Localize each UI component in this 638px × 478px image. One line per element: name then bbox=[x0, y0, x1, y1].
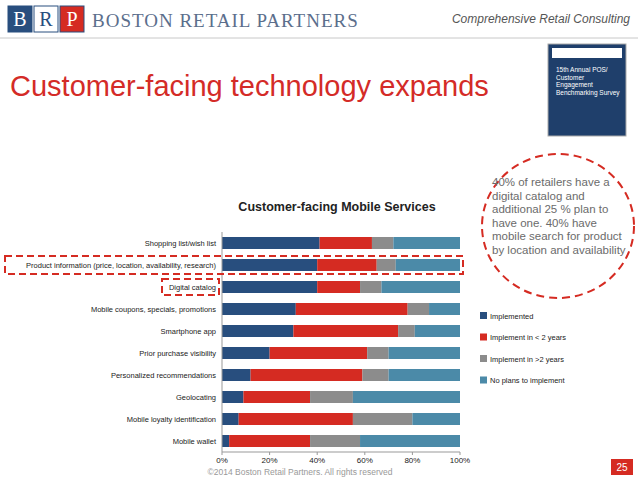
category-label: Geolocating bbox=[176, 393, 216, 402]
x-tick-label: 40% bbox=[309, 456, 325, 465]
company: BOSTON RETAIL PARTNERS bbox=[92, 10, 359, 31]
bar-segment bbox=[389, 369, 460, 381]
bar-segment bbox=[393, 237, 460, 249]
bar-segment bbox=[360, 281, 381, 293]
bar-segment bbox=[415, 325, 460, 337]
category-label: Mobile wallet bbox=[173, 437, 217, 446]
bars bbox=[222, 237, 460, 447]
bar-segment bbox=[353, 413, 413, 425]
bar-segment bbox=[270, 347, 368, 359]
x-tick-label: 20% bbox=[262, 456, 278, 465]
legend-label: Implemented bbox=[490, 312, 533, 321]
x-tick bbox=[460, 452, 461, 455]
category-label: Prior purchase visibility bbox=[139, 349, 216, 358]
bar-segment bbox=[222, 281, 317, 293]
highlight-row bbox=[5, 256, 463, 274]
x-tick bbox=[269, 452, 270, 455]
report-cover bbox=[548, 44, 626, 136]
chart-title: Customer-facing Mobile Services bbox=[238, 200, 435, 214]
bar-segment bbox=[222, 237, 320, 249]
footer: ©2014 Boston Retail Partners. All rights… bbox=[208, 467, 393, 477]
bar-segment bbox=[353, 391, 460, 403]
legend-swatch bbox=[480, 334, 487, 341]
annotation-circle bbox=[482, 154, 634, 298]
highlight-label bbox=[162, 279, 219, 295]
logo-box bbox=[60, 6, 84, 32]
bar-segment bbox=[367, 347, 388, 359]
bar-segment bbox=[222, 347, 270, 359]
bar-segment bbox=[360, 435, 460, 447]
legend-label: No plans to implement bbox=[490, 376, 566, 385]
slide-title: Customer-facing technology expands bbox=[10, 70, 489, 102]
bar-segment bbox=[296, 303, 408, 315]
report-title: 15th Annual POS/CustomerEngagementBenchm… bbox=[556, 66, 620, 97]
category-label: Mobile coupons, specials, promotions bbox=[91, 305, 216, 314]
logo-box bbox=[34, 6, 58, 32]
bar-segment bbox=[372, 237, 393, 249]
category-label: Product information (price, location, av… bbox=[26, 261, 216, 270]
bar-segment bbox=[229, 435, 310, 447]
page-box bbox=[611, 459, 633, 475]
bar-segment bbox=[222, 259, 317, 271]
logo-letter: R bbox=[39, 8, 53, 30]
legend-swatch bbox=[480, 355, 487, 362]
bar-segment bbox=[429, 303, 460, 315]
category-label: Personalized recommendations bbox=[111, 371, 216, 380]
x-tick bbox=[317, 452, 318, 455]
category-label: Digital catalog bbox=[169, 283, 216, 292]
x-axis-line bbox=[222, 452, 460, 453]
annotation: 40% of retailers have adigital catalog a… bbox=[492, 176, 626, 256]
bar-segment bbox=[362, 369, 388, 381]
logo-box bbox=[8, 6, 32, 32]
x-tick-label: 80% bbox=[404, 456, 420, 465]
logo-letter: B bbox=[13, 8, 26, 30]
x-tick-label: 100% bbox=[450, 456, 470, 465]
x-tick-label: 0% bbox=[216, 456, 228, 465]
bar-segment bbox=[239, 413, 353, 425]
x-tick-label: 60% bbox=[357, 456, 373, 465]
bar-segment bbox=[310, 391, 353, 403]
bar-segment bbox=[320, 237, 372, 249]
bar-segment bbox=[412, 413, 460, 425]
slide: BRP BOSTON RETAIL PARTNERS Comprehensive R… bbox=[0, 0, 638, 478]
bar-segment bbox=[222, 325, 293, 337]
bar-segment bbox=[222, 435, 229, 447]
category-label: Mobile loyalty identification bbox=[127, 415, 216, 424]
bar-segment bbox=[317, 259, 377, 271]
category-label: Shopping list/wish list bbox=[145, 239, 217, 248]
bar-segment bbox=[222, 303, 296, 315]
bar-segment bbox=[310, 435, 360, 447]
x-tick bbox=[364, 452, 365, 455]
bar-segment bbox=[222, 413, 239, 425]
x-tick bbox=[412, 452, 413, 455]
bar-segment bbox=[381, 281, 460, 293]
tagline: Comprehensive Retail Consulting bbox=[452, 12, 630, 26]
bar-segment bbox=[408, 303, 429, 315]
bar-segment bbox=[396, 259, 460, 271]
category-label: Smartphone app bbox=[161, 327, 216, 336]
legend-label: Implement in >2 years bbox=[490, 355, 564, 364]
legend-swatch bbox=[480, 377, 487, 384]
header-rule bbox=[0, 38, 638, 39]
bar-segment bbox=[222, 369, 251, 381]
bar-segment bbox=[398, 325, 415, 337]
legend-swatch bbox=[480, 312, 487, 319]
legend-label: Implement in < 2 years bbox=[490, 333, 566, 342]
page-number: 25 bbox=[616, 462, 628, 473]
bar-segment bbox=[377, 259, 396, 271]
bar-segment bbox=[222, 391, 243, 403]
bar-segment bbox=[243, 391, 310, 403]
report-band bbox=[552, 48, 622, 58]
bar-segment bbox=[317, 281, 360, 293]
bar-segment bbox=[389, 347, 460, 359]
y-axis-line bbox=[222, 232, 223, 452]
bar-segment bbox=[251, 369, 363, 381]
x-tick bbox=[222, 452, 223, 455]
logo-letter: P bbox=[66, 8, 77, 30]
bar-segment bbox=[293, 325, 398, 337]
